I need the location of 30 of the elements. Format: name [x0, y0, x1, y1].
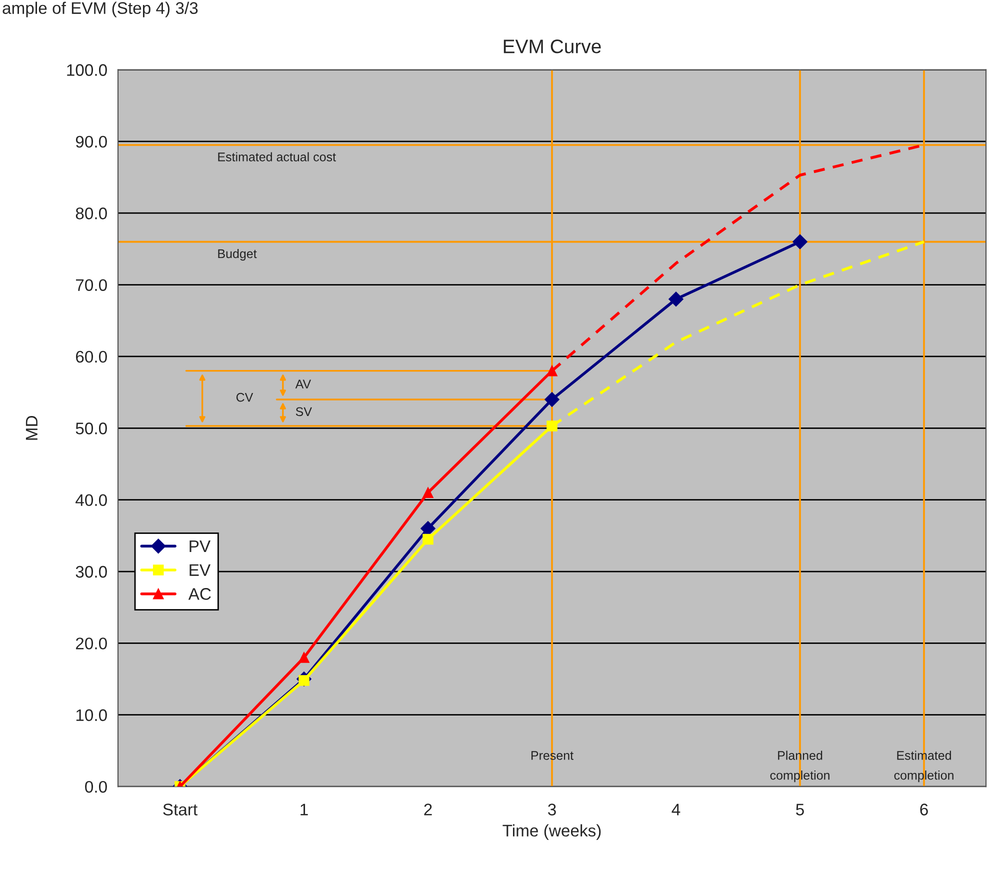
annotation: CV	[236, 392, 254, 402]
y-axis-title: MD	[26, 416, 38, 440]
y-tick-label: 30.0	[76, 566, 107, 578]
y-tick-label: 0.0	[85, 780, 107, 793]
y-tick-label: 60.0	[76, 350, 107, 363]
legend-label: PV	[190, 540, 211, 552]
x-axis-title: Time (weeks)	[502, 824, 601, 840]
y-tick-label: 20.0	[76, 638, 107, 650]
x-tick-label: 1	[300, 804, 308, 816]
x-tick-label: 5	[796, 804, 804, 816]
ref-line-label: Estimated actual cost	[218, 152, 336, 162]
y-tick-label: 100.0	[67, 64, 107, 76]
legend-label: EV	[190, 564, 211, 576]
annotation: AV	[295, 380, 312, 388]
legend-label: AC	[188, 588, 211, 600]
x-tick-label: Start	[163, 804, 198, 816]
y-tick-label: 80.0	[76, 208, 107, 220]
y-tick-label: 90.0	[76, 136, 107, 148]
chart-title: EVM Curve	[504, 40, 601, 54]
x-tick-label: 6	[920, 804, 928, 816]
y-tick-label: 50.0	[76, 422, 107, 434]
x-tick-label: 4	[672, 804, 680, 816]
y-tick-label: 10.0	[76, 709, 107, 722]
y-tick-label: 40.0	[76, 494, 107, 506]
annotation: SV	[296, 407, 312, 416]
x-tick-label: 3	[548, 804, 556, 816]
x-tick-label: 2	[424, 804, 432, 816]
y-tick-label: 70.0	[76, 279, 107, 291]
text: ample of EVM (Step 4) 3/3	[2, 2, 198, 18]
ref-line-label: Budget	[218, 248, 257, 261]
